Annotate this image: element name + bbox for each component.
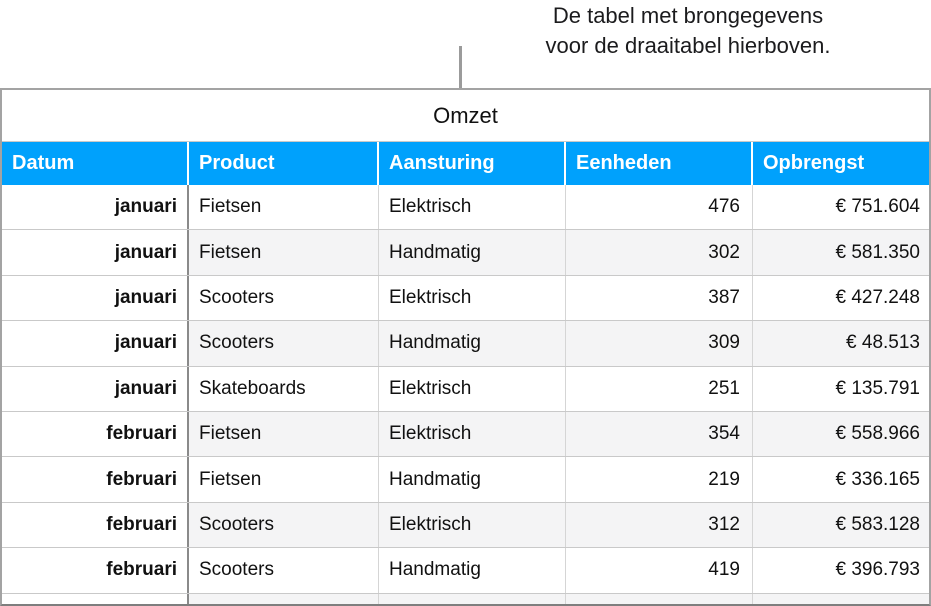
table-row: januari Scooters Handmatig 309 € 48.513 [2,321,929,367]
table-row: februari Scooters Elektrisch 312 € 583.1… [2,502,929,549]
cell-opbrengst[interactable]: € 583.128 [753,502,929,548]
cell-eenheden[interactable]: 219 [566,457,753,502]
table-header-row: Datum Product Aansturing Eenheden Opbren… [2,142,929,185]
cell-datum[interactable]: februari [2,457,189,502]
cell-opbrengst[interactable] [753,593,929,604]
table-row: januari Fietsen Handmatig 302 € 581.350 [2,230,929,276]
callout-leader-line [459,46,462,89]
cell-aansturing[interactable]: Elektrisch [379,275,566,321]
cell-product[interactable]: Scooters [189,502,379,548]
cell-opbrengst[interactable]: € 558.966 [753,411,929,457]
table-title-row[interactable]: Omzet [2,90,929,142]
cell-eenheden[interactable]: 354 [566,411,753,457]
table-title: Omzet [433,102,498,128]
cell-datum[interactable]: februari [2,548,189,593]
column-header-opbrengst[interactable]: Opbrengst [753,142,929,185]
table-row: februari Fietsen Handmatig 219 € 336.165 [2,457,929,503]
cell-opbrengst[interactable]: € 336.165 [835,468,920,490]
cell-aansturing[interactable]: Elektrisch [379,185,566,230]
cell-datum[interactable]: februari [2,502,189,548]
cell-aansturing[interactable]: Elektrisch [379,411,566,457]
table-row: februari Fietsen Elektrisch 354 € 558.96… [2,411,929,458]
cell-product[interactable]: Scooters [189,548,379,593]
cell-opbrengst[interactable]: € 581.350 [753,230,929,275]
cell-opbrengst[interactable]: € 48.513 [753,321,929,366]
cell-datum[interactable]: januari [2,230,189,275]
callout-annotation: De tabel met brongegevens voor de draait… [443,1,931,61]
cell-opbrengst[interactable]: € 396.793 [835,559,920,581]
cell-product[interactable] [189,593,379,604]
cell-aansturing[interactable]: Elektrisch [379,502,566,548]
cell-product[interactable]: Scooters [189,275,379,321]
source-data-table: Omzet Datum Product Aansturing Eenheden … [0,88,931,606]
cell-eenheden[interactable] [566,593,753,604]
cell-opbrengst[interactable]: € 135.791 [835,377,920,399]
cell-aansturing[interactable] [379,593,566,604]
cell-datum[interactable]: januari [2,185,189,230]
cell-eenheden[interactable]: 476 [566,185,753,230]
cell-datum[interactable]: januari [2,275,189,321]
cell-aansturing[interactable]: Handmatig [379,548,566,593]
table-row: januari Scooters Elektrisch 387 € 427.24… [2,275,929,322]
cell-eenheden[interactable]: 251 [566,366,753,411]
cell-product[interactable]: Fietsen [189,411,379,457]
cell-product[interactable]: Fietsen [189,457,379,502]
cell-aansturing[interactable]: Elektrisch [379,366,566,411]
callout-line-2: voor de draaitabel hierboven. [545,33,831,58]
cell-eenheden[interactable]: 302 [566,230,753,275]
cell-datum[interactable] [2,593,189,604]
cell-datum[interactable]: januari [2,366,189,411]
cell-aansturing[interactable]: Handmatig [379,457,566,502]
cell-eenheden[interactable]: 309 [566,321,753,366]
cell-aansturing[interactable]: Handmatig [379,230,566,275]
cell-datum[interactable]: februari [2,411,189,457]
column-header-product[interactable]: Product [189,142,379,185]
cell-aansturing[interactable]: Handmatig [379,321,566,366]
cell-product[interactable]: Skateboards [189,366,379,411]
table-row: februari Scooters Handmatig 419 € 396.79… [2,548,929,594]
cell-product[interactable]: Fietsen [189,230,379,275]
column-header-aansturing[interactable]: Aansturing [379,142,566,185]
cell-product[interactable]: Scooters [189,321,379,366]
cell-opbrengst[interactable]: € 751.604 [835,196,920,218]
table-row-partial [2,593,929,604]
callout-line-1: De tabel met brongegevens [552,3,824,28]
column-header-eenheden[interactable]: Eenheden [566,142,753,185]
table-row: januari Fietsen Elektrisch 476 € 751.604 [2,185,929,231]
cell-opbrengst[interactable]: € 427.248 [835,286,920,308]
cell-datum[interactable]: januari [2,321,189,366]
cell-product[interactable]: Fietsen [189,185,379,230]
cell-eenheden[interactable]: 312 [566,502,753,548]
cell-eenheden[interactable]: 387 [566,275,753,321]
column-header-datum[interactable]: Datum [2,142,189,185]
cell-eenheden[interactable]: 419 [566,548,753,593]
table-row: januari Skateboards Elektrisch 251 € 135… [2,366,929,412]
